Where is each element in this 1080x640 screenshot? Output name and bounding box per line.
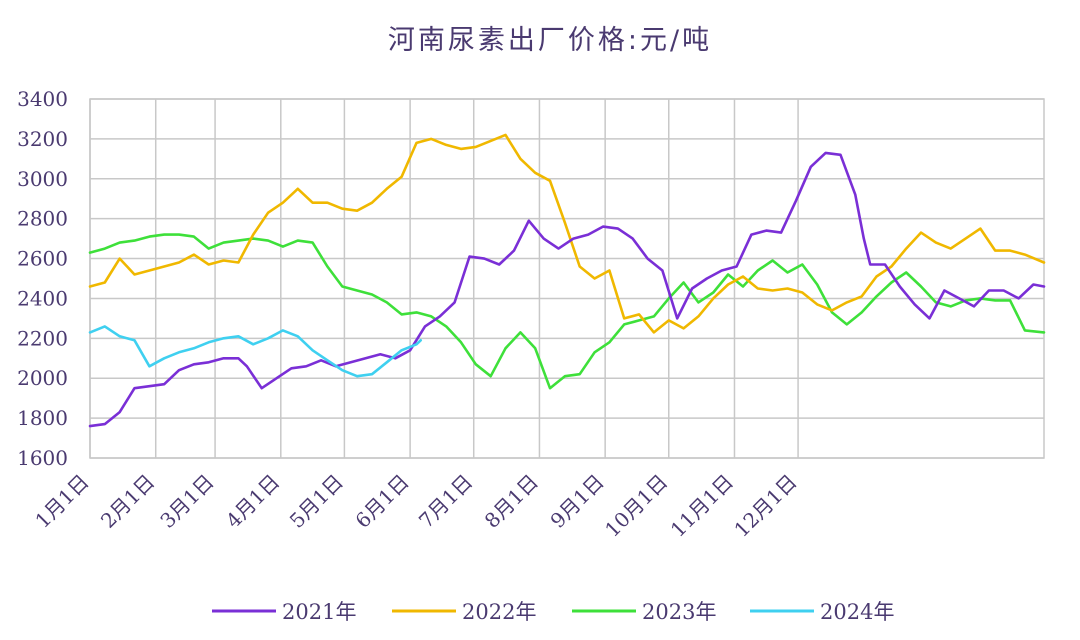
x-tick-label: 8月1日 [480, 470, 543, 533]
x-tick-label: 11月1日 [666, 470, 738, 542]
legend-label: 2023年 [642, 600, 716, 624]
y-tick-label: 2400 [17, 286, 68, 310]
series-line-2022 [88, 133, 1046, 334]
legend-label: 2021年 [282, 600, 356, 624]
y-tick-label: 3400 [17, 87, 68, 111]
y-tick-label: 2000 [17, 366, 68, 390]
legend-label: 2022年 [462, 600, 536, 624]
x-tick-label: 5月1日 [285, 470, 348, 533]
x-tick-label: 7月1日 [414, 470, 477, 533]
series-line-2024 [88, 325, 423, 378]
y-tick-label: 1600 [17, 446, 68, 470]
x-tick-label: 3月1日 [155, 470, 218, 533]
y-tick-label: 2800 [17, 207, 68, 231]
x-tick-label: 6月1日 [350, 470, 413, 533]
y-tick-label: 1800 [17, 406, 68, 430]
x-tick-label: 12月1日 [729, 470, 801, 542]
chart-title: 河南尿素出厂价格:元/吨 [388, 25, 712, 56]
y-tick-label: 2200 [17, 326, 68, 350]
x-tick-label: 1月1日 [30, 470, 93, 533]
x-tick-label: 10月1日 [600, 470, 672, 542]
x-tick-label: 9月1日 [545, 470, 608, 533]
grid [89, 98, 1045, 459]
x-tick-label: 4月1日 [221, 470, 284, 533]
y-tick-label: 3000 [17, 167, 68, 191]
series-line-2021 [88, 151, 1046, 428]
y-tick-label: 2600 [17, 247, 68, 271]
y-tick-label: 3200 [17, 127, 68, 151]
legend-label: 2024年 [820, 600, 894, 624]
series-line-2023 [88, 233, 1046, 390]
plot-area [88, 133, 1046, 428]
plot-frame [89, 98, 1045, 459]
x-tick-label: 2月1日 [96, 470, 159, 533]
legend: 2021年 2022年 2023年 2024年 [212, 600, 894, 624]
y-axis: 1600 1800 2000 2200 2400 2600 2800 3000 3200 3400 [17, 87, 68, 470]
